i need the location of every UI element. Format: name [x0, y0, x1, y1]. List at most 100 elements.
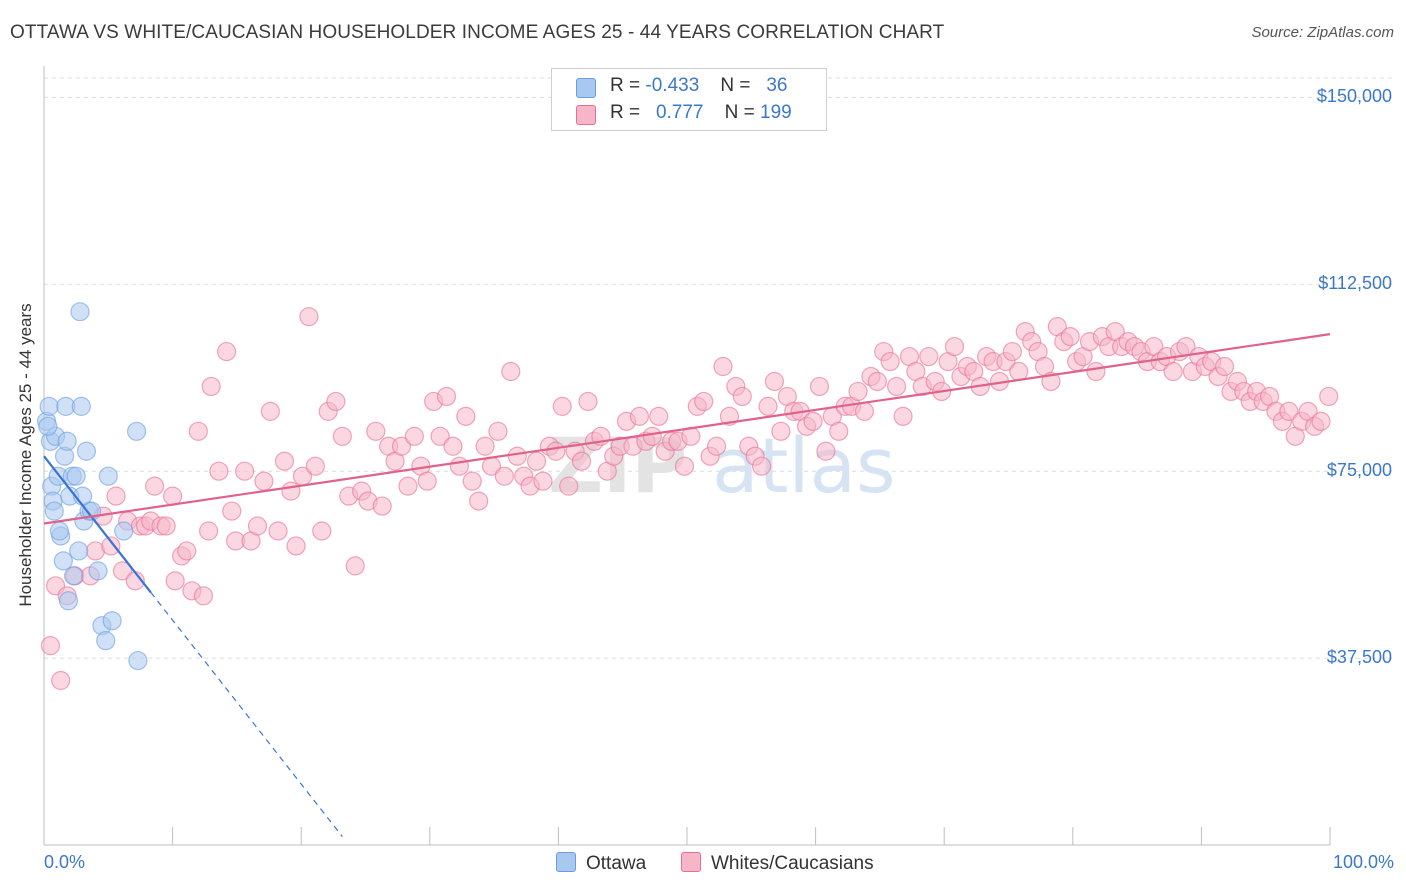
- whites-point: [443, 436, 463, 456]
- ottawa-point: [49, 521, 70, 541]
- whites-point: [366, 421, 386, 441]
- ottawa-point: [128, 650, 148, 671]
- bottom-legend-ottawa: Ottawa: [556, 852, 646, 875]
- whites-point: [629, 406, 650, 426]
- whites-point: [829, 421, 849, 441]
- whites-point: [880, 351, 900, 372]
- legend-n-label: N =: [724, 102, 755, 123]
- whites-point: [507, 446, 527, 466]
- whites-point: [286, 536, 306, 556]
- whites-point: [867, 371, 887, 392]
- bottom-legend-label-whites: Whites/Caucasians: [711, 853, 874, 874]
- whites-point: [494, 466, 514, 486]
- ottawa-point: [66, 466, 86, 486]
- ottawa-trend-extension: [150, 591, 343, 837]
- whites-point: [326, 391, 346, 412]
- whites-point: [188, 421, 208, 441]
- y-tick-label: $37,500: [1326, 647, 1392, 668]
- legend-swatch-whites: [576, 105, 596, 125]
- whites-point: [436, 386, 457, 407]
- whites-point: [112, 561, 133, 581]
- ottawa-point: [114, 521, 134, 541]
- legend-n-value-whites: 199: [760, 102, 792, 123]
- whites-point: [299, 307, 319, 327]
- whites-point: [156, 516, 176, 536]
- bottom-legend-whites: Whites/Caucasians: [681, 852, 874, 875]
- ottawa-point: [63, 566, 84, 586]
- whites-point: [919, 346, 939, 367]
- bottom-legend-swatch-ottawa: [556, 852, 576, 872]
- whites-points: [40, 307, 1339, 691]
- whites-point: [193, 586, 214, 606]
- whites-point: [706, 436, 727, 456]
- ottawa-points: [36, 302, 148, 671]
- y-tick-label: $75,000: [1326, 460, 1392, 481]
- whites-point: [1002, 341, 1022, 362]
- whites-point: [417, 471, 437, 491]
- ottawa-point: [53, 551, 73, 571]
- whites-point: [101, 536, 121, 556]
- whites-point: [1086, 361, 1106, 382]
- whites-point: [209, 461, 229, 481]
- ottawa-point: [39, 396, 59, 416]
- whites-trend-line: [43, 333, 1331, 525]
- whites-point: [177, 541, 197, 561]
- whites-point: [274, 451, 295, 471]
- whites-point: [106, 486, 126, 506]
- whites-point: [751, 456, 772, 476]
- whites-point: [1163, 361, 1183, 382]
- whites-point: [456, 406, 476, 426]
- ottawa-point: [38, 416, 58, 436]
- whites-point: [732, 386, 752, 407]
- whites-point: [40, 636, 61, 656]
- whites-point: [887, 376, 907, 397]
- whites-point: [462, 471, 482, 491]
- trend-lines: [43, 333, 1331, 837]
- whites-point: [552, 396, 572, 416]
- whites-point: [391, 436, 412, 456]
- legend-n-value-ottawa: 36: [766, 75, 788, 96]
- whites-point: [649, 406, 669, 426]
- whites-point: [235, 461, 255, 481]
- x-tick-max: 100.0%: [1332, 852, 1394, 872]
- whites-point: [713, 356, 733, 377]
- watermark-atlas: atlas: [712, 421, 896, 510]
- whites-point: [854, 401, 875, 421]
- whites-point: [201, 376, 221, 397]
- whites-point: [305, 456, 325, 476]
- whites-point: [268, 521, 288, 541]
- whites-point: [1214, 356, 1235, 377]
- whites-point: [809, 376, 830, 397]
- ottawa-point: [69, 541, 89, 561]
- ottawa-point: [71, 396, 91, 416]
- whites-point: [1279, 401, 1299, 421]
- whites-point: [345, 556, 365, 576]
- whites-point: [816, 441, 836, 461]
- legend-r-label: R =: [610, 102, 641, 123]
- whites-point: [546, 441, 566, 461]
- whites-point: [281, 481, 301, 501]
- ottawa-point: [96, 631, 116, 651]
- whites-point: [642, 426, 662, 446]
- ottawa-point: [76, 441, 97, 461]
- whites-point: [372, 496, 392, 516]
- legend-r-value-ottawa: -0.433: [645, 75, 700, 96]
- x-tick-min: 0.0%: [44, 852, 86, 872]
- whites-point: [163, 486, 183, 506]
- ottawa-point: [126, 421, 147, 441]
- ottawa-point: [102, 611, 122, 631]
- whites-point: [398, 476, 418, 496]
- whites-point: [526, 451, 547, 471]
- whites-point: [571, 451, 592, 471]
- whites-point: [51, 670, 71, 691]
- whites-point: [199, 521, 219, 541]
- bottom-legend-swatch-whites: [681, 852, 701, 872]
- whites-point: [893, 406, 913, 426]
- ottawa-point: [88, 561, 108, 581]
- ottawa-point: [44, 501, 64, 521]
- whites-point: [1319, 386, 1339, 407]
- chart-title: OTTAWA VS WHITE/CAUCASIAN HOUSEHOLDER IN…: [10, 22, 945, 43]
- y-tick-label: $112,500: [1318, 273, 1392, 294]
- whites-point: [501, 361, 521, 382]
- ottawa-point: [57, 431, 77, 451]
